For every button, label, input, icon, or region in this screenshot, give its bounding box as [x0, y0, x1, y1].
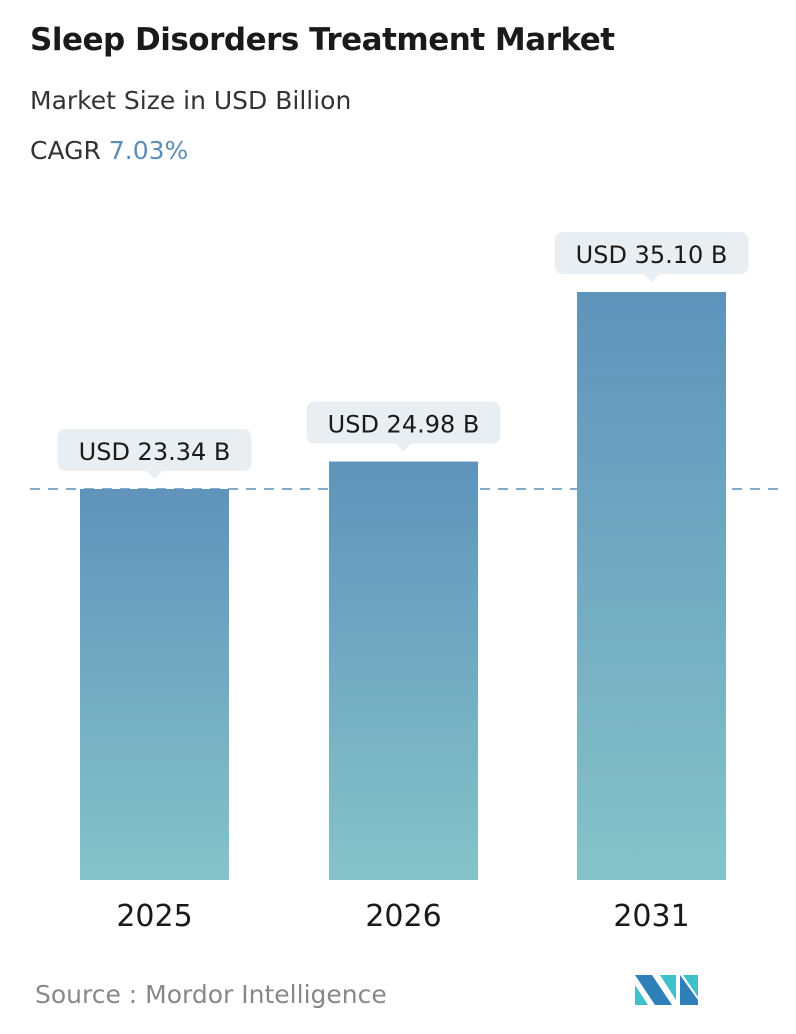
cagr: CAGR 7.03% [30, 136, 188, 165]
data-label-pointer [395, 443, 412, 452]
data-label-pointer [146, 471, 163, 480]
cagr-value: 7.03% [108, 136, 189, 165]
bar-2031 [577, 292, 726, 880]
source-text: Source : Mordor Intelligence [35, 980, 387, 1009]
data-label: USD 35.10 B [576, 241, 728, 269]
chart-subtitle: Market Size in USD Billion [30, 86, 352, 115]
data-label: USD 23.34 B [79, 438, 231, 466]
x-tick-label: 2031 [613, 899, 689, 934]
cagr-label: CAGR [30, 136, 101, 165]
data-label-box [57, 429, 252, 472]
bar-2026 [329, 461, 478, 880]
data-label-pointer [643, 274, 660, 282]
bar-2025 [80, 489, 229, 880]
data-label-box [306, 401, 501, 444]
data-label: USD 24.98 B [328, 411, 480, 439]
x-tick-label: 2025 [116, 899, 192, 934]
x-tick-label: 2026 [365, 899, 441, 934]
data-label-box [554, 232, 749, 274]
chart-title: Sleep Disorders Treatment Market [30, 22, 615, 58]
